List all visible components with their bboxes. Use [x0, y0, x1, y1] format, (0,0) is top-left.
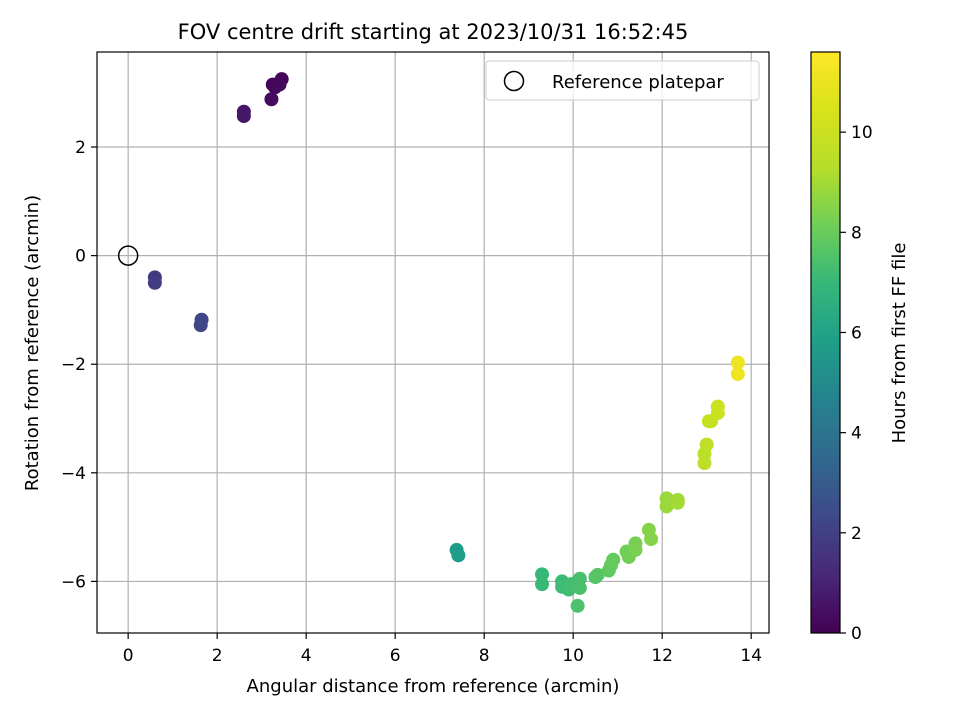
y-tick-label: 2: [75, 138, 86, 158]
y-tick-label: 0: [75, 247, 86, 267]
colorbar-tick-label: 8: [851, 223, 862, 243]
colorbar-tick-label: 6: [851, 323, 862, 343]
legend: Reference platepar: [485, 60, 760, 101]
colorbar-tick-label: 10: [851, 123, 873, 143]
x-tick-label: 8: [479, 646, 490, 666]
data-points: [147, 72, 745, 613]
scatter-point: [535, 567, 550, 582]
colorbar: 0 2 4 6 8 10 Hours from first FF file: [810, 51, 910, 644]
x-tick-label: 2: [212, 646, 223, 666]
x-axis-label: Angular distance from reference (arcmin): [247, 676, 620, 697]
scatter-point: [570, 598, 585, 613]
chart-title: FOV centre drift starting at 2023/10/31 …: [178, 20, 689, 44]
x-tick-label: 6: [390, 646, 401, 666]
y-tick-label: −6: [61, 572, 86, 592]
y-tick-label: −4: [61, 464, 86, 484]
scatter-point: [193, 318, 208, 333]
scatter-point: [670, 495, 685, 510]
legend-entry-label: Reference platepar: [552, 72, 724, 93]
scatter-point: [699, 437, 714, 452]
scatter-point: [697, 456, 712, 471]
scatter-point: [451, 548, 466, 563]
colorbar-ticks: 0 2 4 6 8 10: [840, 123, 873, 644]
x-axis-ticks: 0 2 4 6 8 10 12 14: [123, 633, 762, 666]
y-axis-ticks: −6 −4 −2 0 2: [61, 138, 97, 592]
x-tick-label: 12: [651, 646, 673, 666]
plot-frame: [96, 51, 770, 634]
scatter-point: [644, 532, 659, 547]
x-tick-label: 0: [123, 646, 134, 666]
scatter-point: [264, 92, 279, 107]
scatter-point: [628, 542, 643, 557]
scatter-point: [710, 406, 725, 421]
legend-marker: [503, 70, 525, 92]
x-tick-label: 4: [301, 646, 312, 666]
y-tick-label: −2: [61, 355, 86, 375]
x-tick-label: 14: [740, 646, 762, 666]
scatter-point: [147, 275, 162, 290]
scatter-point: [606, 552, 621, 567]
scatter-point: [535, 577, 550, 592]
colorbar-tick-label: 4: [851, 424, 862, 444]
y-axis-label: Rotation from reference (arcmin): [22, 195, 43, 491]
scatter-point: [659, 499, 674, 514]
colorbar-label: Hours from first FF file: [889, 243, 910, 444]
scatter-point: [730, 366, 745, 381]
colorbar-tick-label: 0: [851, 624, 862, 644]
x-tick-label: 10: [562, 646, 584, 666]
grid-lines: [97, 52, 769, 633]
colorbar-tick-label: 2: [851, 524, 862, 544]
reference-platepar-marker: [117, 245, 139, 266]
legend-box: [485, 60, 760, 101]
colorbar-gradient: [810, 51, 841, 634]
scatter-point: [236, 109, 251, 124]
scatter-point: [590, 567, 605, 582]
scatter-point: [572, 580, 587, 595]
scatter-point: [268, 80, 283, 95]
scatter-point: [730, 355, 745, 370]
